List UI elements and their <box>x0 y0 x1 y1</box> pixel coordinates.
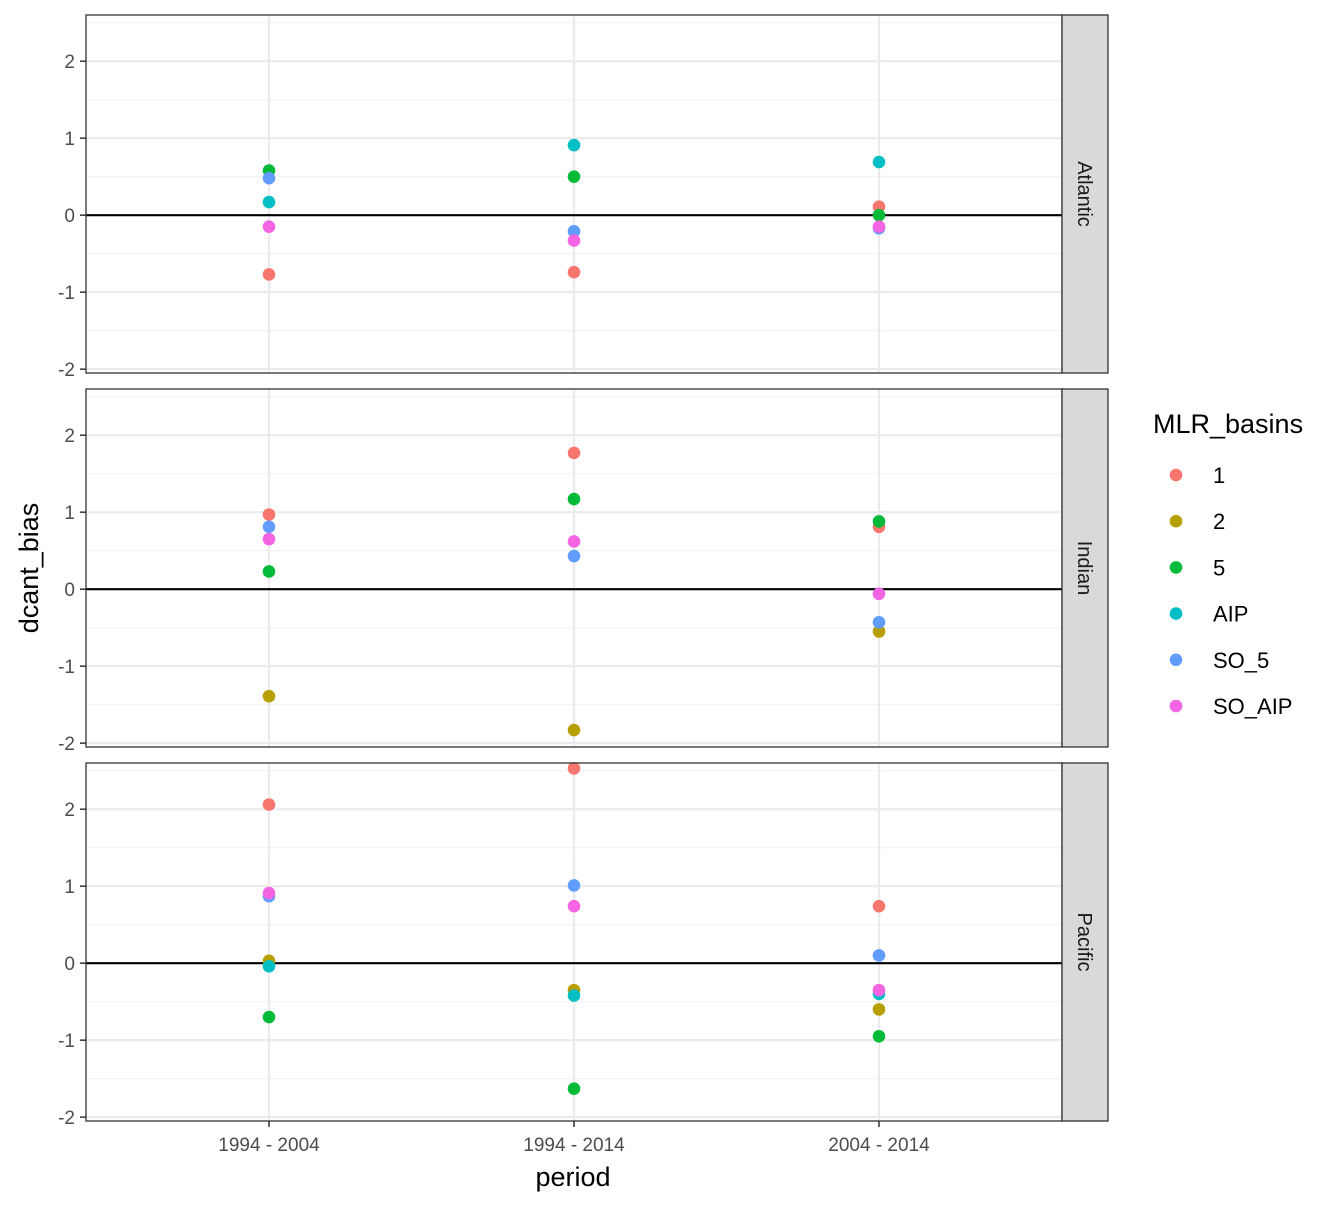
point-indian-1-1 <box>567 446 581 460</box>
legend-item-so_aip: SO_AIP <box>1169 694 1292 719</box>
point-pacific-1-2 <box>872 899 886 913</box>
facet-strip-label: Atlantic <box>1073 161 1095 227</box>
point-atlantic-so_aip-2 <box>872 220 886 234</box>
panel-indian: -2 -1 0 1 2 Indian <box>58 388 1109 755</box>
facet-strip-label: Pacific <box>1073 913 1095 972</box>
point-atlantic-5-1 <box>567 170 581 183</box>
point-pacific-aip-0 <box>262 959 276 973</box>
point-pacific-aip-1 <box>567 989 581 1002</box>
point-atlantic-aip-2 <box>872 155 886 169</box>
point-indian-so_5-1 <box>567 549 581 563</box>
point-pacific-5-1 <box>567 1082 581 1095</box>
legend-key <box>1169 561 1183 574</box>
point-indian-so_aip-0 <box>262 532 276 546</box>
y-tick-label: -2 <box>58 1108 75 1129</box>
point-pacific-2-2 <box>872 1003 886 1016</box>
point-pacific-5-2 <box>872 1030 886 1043</box>
legend-key <box>1169 468 1183 482</box>
facet-strip <box>1061 388 1109 748</box>
point-indian-5-0 <box>262 565 276 578</box>
y-tick-label: -2 <box>58 734 75 755</box>
y-tick-label: 0 <box>64 954 75 975</box>
y-tick-label: 1 <box>64 877 75 898</box>
x-axis: 1994 - 2004 1994 - 2014 2004 - 2014 <box>218 1121 930 1156</box>
point-atlantic-1-0 <box>262 268 276 281</box>
y-tick-label: 2 <box>64 52 75 73</box>
y-axis-title: dcant_bias <box>14 503 44 634</box>
legend-label: 5 <box>1213 555 1225 580</box>
point-pacific-1-0 <box>262 798 276 811</box>
facet-strip <box>1061 14 1109 374</box>
x-axis-title: period <box>535 1162 610 1192</box>
legend-label: 1 <box>1213 463 1225 488</box>
point-atlantic-so_5-0 <box>262 171 276 185</box>
y-tick-label: 2 <box>64 800 75 821</box>
point-indian-so_5-2 <box>872 615 886 629</box>
y-tick-label: 2 <box>64 426 75 447</box>
legend-label: AIP <box>1213 602 1248 627</box>
facet-strip-label: Indian <box>1073 541 1095 596</box>
legend-label: SO_5 <box>1213 648 1269 673</box>
point-atlantic-aip-1 <box>567 138 581 152</box>
x-tick-label: 2004 - 2014 <box>828 1135 930 1156</box>
point-pacific-5-0 <box>262 1010 276 1024</box>
point-atlantic-5-2 <box>872 208 886 222</box>
point-indian-5-1 <box>567 492 581 506</box>
point-atlantic-so_aip-0 <box>262 220 276 234</box>
y-tick-label: -1 <box>58 657 75 678</box>
legend-key <box>1169 653 1183 667</box>
facet-panels: -2 -1 0 1 2 Atlantic -2 -1 0 1 2 Indian -2 -1 0 1 2 Pacif… <box>58 14 1109 1129</box>
legend-item-aip: AIP <box>1169 602 1248 627</box>
y-tick-label: 0 <box>64 206 75 227</box>
panel-atlantic: -2 -1 0 1 2 Atlantic <box>58 14 1109 381</box>
point-indian-2-1 <box>567 723 581 737</box>
x-tick-label: 1994 - 2004 <box>218 1135 320 1156</box>
point-indian-2-0 <box>262 689 276 703</box>
y-tick-label: 1 <box>64 503 75 524</box>
legend-key <box>1169 699 1183 713</box>
point-pacific-so_aip-0 <box>262 886 276 900</box>
point-indian-2-2 <box>872 625 886 638</box>
point-atlantic-1-1 <box>567 265 581 279</box>
point-indian-so_aip-1 <box>567 535 581 548</box>
panel-pacific: -2 -1 0 1 2 Pacific <box>58 762 1109 1129</box>
legend-label: 2 <box>1213 509 1225 534</box>
y-tick-label: -1 <box>58 1031 75 1052</box>
y-tick-label: 1 <box>64 129 75 150</box>
point-pacific-so_aip-1 <box>567 899 581 913</box>
y-tick-label: 0 <box>64 580 75 601</box>
legend-title: MLR_basins <box>1153 409 1303 439</box>
x-tick-label: 1994 - 2014 <box>523 1135 625 1156</box>
point-indian-1-0 <box>262 508 276 521</box>
point-pacific-so_5-1 <box>567 879 581 892</box>
facet-strip <box>1061 762 1109 1122</box>
legend-item-1: 1 <box>1169 463 1225 488</box>
point-pacific-1-1 <box>567 762 581 775</box>
point-atlantic-aip-0 <box>262 195 276 209</box>
point-pacific-so_5-2 <box>872 949 886 962</box>
point-atlantic-so_5-1 <box>567 225 581 238</box>
y-tick-label: -2 <box>58 360 75 381</box>
point-indian-so_5-0 <box>262 520 276 534</box>
legend: MLR_basins 1 2 5 AIP SO_5 SO_AIP <box>1153 409 1303 719</box>
legend-key <box>1169 514 1183 528</box>
point-indian-so_aip-2 <box>872 587 886 601</box>
legend-item-5: 5 <box>1169 555 1225 580</box>
point-indian-5-2 <box>872 515 886 528</box>
legend-item-so_5: SO_5 <box>1169 648 1269 673</box>
point-atlantic-so_aip-1 <box>567 234 581 247</box>
legend-item-2: 2 <box>1169 509 1225 534</box>
point-pacific-so_aip-2 <box>872 983 886 997</box>
legend-key <box>1169 607 1183 620</box>
y-tick-label: -1 <box>58 283 75 304</box>
legend-label: SO_AIP <box>1213 694 1292 719</box>
